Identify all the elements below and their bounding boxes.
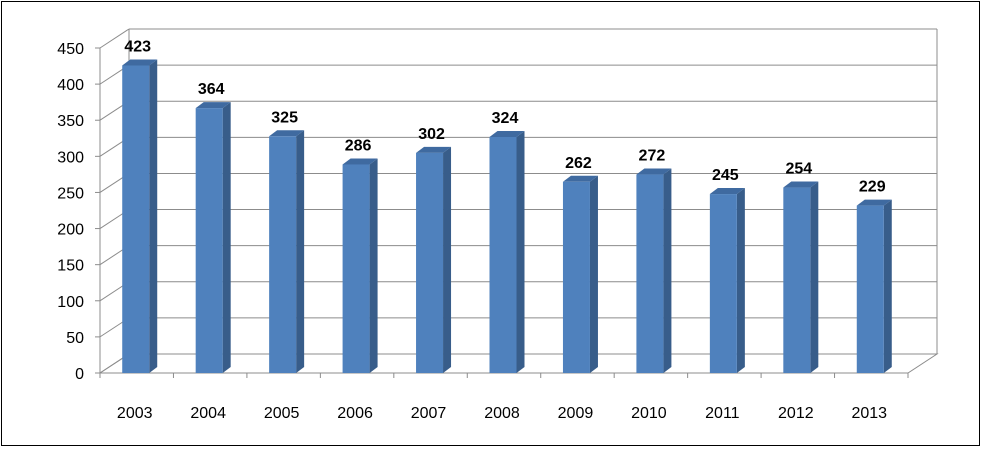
bar-front <box>269 136 297 373</box>
bar-front <box>489 137 517 373</box>
bar <box>636 168 672 373</box>
y-tick-label: 250 <box>57 185 84 202</box>
bar-top <box>709 188 745 195</box>
bar-front <box>562 181 590 373</box>
x-tick-label: 2009 <box>558 405 594 422</box>
data-label: 423 <box>124 39 151 56</box>
bar-top <box>195 102 231 109</box>
bar <box>416 146 452 373</box>
bar-front <box>416 152 444 373</box>
x-tick-label: 2012 <box>778 405 814 422</box>
x-tick-label: 2007 <box>411 405 447 422</box>
bar-side <box>149 59 158 373</box>
y-tick-label: 300 <box>57 149 84 166</box>
x-tick-label: 2008 <box>484 405 520 422</box>
bar-side <box>736 188 745 373</box>
x-tick-label: 2006 <box>337 405 373 422</box>
y-tick-label: 350 <box>57 113 84 130</box>
bar-front <box>856 205 884 373</box>
bar-front <box>783 187 811 373</box>
data-label: 364 <box>198 81 225 98</box>
side-wall-gridline <box>99 28 130 49</box>
bar-front <box>709 194 737 373</box>
bar-side <box>663 168 672 373</box>
x-tick-label: 2010 <box>631 405 667 422</box>
y-tick-label: 400 <box>57 77 84 94</box>
x-tick-label: 2003 <box>117 405 153 422</box>
bar-top <box>783 181 819 188</box>
bar <box>856 199 892 373</box>
x-tick-label: 2005 <box>264 405 300 422</box>
y-tick-label: 450 <box>57 41 84 58</box>
bar <box>709 188 745 373</box>
bar-top <box>269 130 305 137</box>
bar-side <box>810 181 819 373</box>
data-labels: 423 364 325 286 302 324 262 272 245 254 229 <box>124 39 885 196</box>
bar <box>562 175 598 373</box>
y-tick-label: 150 <box>57 258 84 275</box>
bar-side <box>443 146 452 373</box>
y-tick-label: 0 <box>75 366 84 383</box>
bar-side <box>369 158 378 373</box>
bar <box>195 102 231 373</box>
bar <box>122 59 158 373</box>
bar-top <box>489 131 525 137</box>
data-label: 324 <box>492 110 519 127</box>
bar-side <box>516 131 525 373</box>
x-tick-labels: 2003 2004 2005 2006 2007 2008 2009 2010 2011 2012… <box>117 405 887 422</box>
data-label: 262 <box>565 155 592 172</box>
bar-side <box>589 175 598 373</box>
data-label: 272 <box>639 148 666 165</box>
bar-top <box>416 146 452 153</box>
data-label: 286 <box>345 137 372 154</box>
data-label: 245 <box>712 167 739 184</box>
bar <box>269 130 305 373</box>
bar-front <box>636 174 664 373</box>
data-label: 325 <box>271 109 298 126</box>
bars <box>122 59 892 373</box>
bar-side <box>296 130 305 373</box>
x-tick-label: 2011 <box>705 405 740 422</box>
bar-side <box>883 199 892 373</box>
bar <box>342 158 378 373</box>
bar-side <box>222 102 231 373</box>
y-tick-labels: 0 50 100 150 200 250 300 350 400 450 <box>57 41 84 383</box>
x-tick-label: 2004 <box>190 405 226 422</box>
bar-front <box>122 65 150 373</box>
bar-top <box>856 199 892 206</box>
bar-top <box>122 59 158 66</box>
y-tick-label: 200 <box>57 222 84 239</box>
bar-top <box>342 158 378 165</box>
y-tick-label: 100 <box>57 294 84 311</box>
bar-top <box>562 175 598 182</box>
x-tick-label: 2013 <box>851 405 887 422</box>
bar-front <box>195 108 223 373</box>
y-tick-label: 50 <box>66 330 84 347</box>
bar <box>489 131 525 373</box>
data-label: 302 <box>418 126 445 143</box>
bar-front <box>342 164 370 373</box>
data-label: 229 <box>859 179 886 196</box>
bar-top <box>636 168 672 175</box>
bar <box>783 181 819 373</box>
data-label: 254 <box>785 161 812 178</box>
